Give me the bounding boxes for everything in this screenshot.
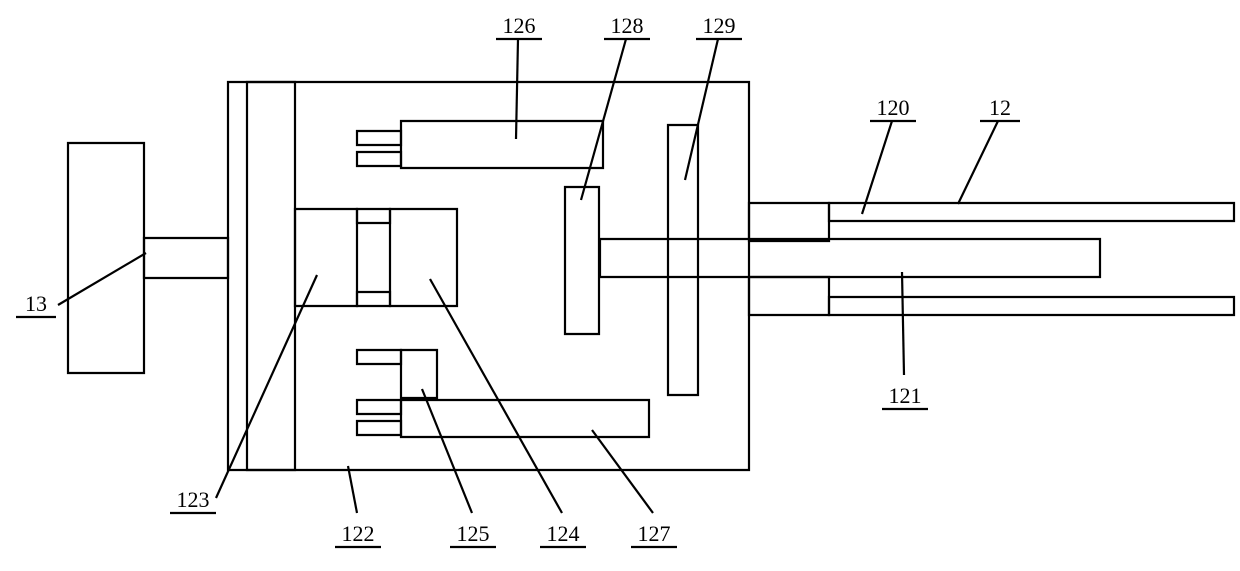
- part-128: [565, 187, 599, 334]
- part-129: [668, 125, 698, 395]
- label-120: 120: [877, 95, 910, 120]
- leader-121: [902, 272, 904, 375]
- leader-126: [516, 39, 518, 139]
- leader-12: [958, 121, 998, 204]
- label-122: 122: [342, 521, 375, 546]
- label-125: 125: [457, 521, 490, 546]
- label-126: 126: [503, 13, 536, 38]
- leader-13: [58, 253, 146, 305]
- stub-stub_t2: [357, 152, 401, 166]
- label-124: 124: [547, 521, 580, 546]
- stub-stub_m2: [357, 292, 390, 306]
- outer-tube-top: [829, 203, 1234, 221]
- part-121: [600, 239, 1100, 277]
- leader-127: [592, 430, 653, 513]
- diagram-canvas: 12 13 120 121 122 123 124 125 126 127 128 129: [0, 0, 1240, 571]
- part-123: [295, 209, 357, 306]
- label-123: 123: [177, 487, 210, 512]
- leader-129: [685, 39, 718, 180]
- leader-124: [430, 279, 562, 513]
- part-124: [390, 209, 457, 306]
- part-126: [401, 121, 603, 168]
- label-128: 128: [611, 13, 644, 38]
- label-127: 127: [638, 521, 671, 546]
- label-129: 129: [703, 13, 736, 38]
- label-121: 121: [889, 383, 922, 408]
- stub-stub_s2_a: [357, 400, 401, 414]
- label-12: 12: [989, 95, 1011, 120]
- leader-120: [862, 121, 892, 214]
- stub-stub_m1: [357, 209, 390, 223]
- motor-shaft: [144, 238, 228, 278]
- stub-stub_t1: [357, 131, 401, 145]
- leader-123: [216, 275, 317, 498]
- motor-body: [68, 143, 144, 373]
- leader-125: [422, 389, 472, 513]
- label-13: 13: [25, 291, 47, 316]
- neck-top: [749, 203, 829, 241]
- stub-stub_s2_b: [357, 421, 401, 435]
- neck-bot: [749, 277, 829, 315]
- leader-128: [581, 39, 626, 200]
- outer-tube-bot: [829, 297, 1234, 315]
- stub-stub_s1: [357, 350, 401, 364]
- leader-122: [348, 466, 357, 513]
- part-125: [401, 350, 437, 398]
